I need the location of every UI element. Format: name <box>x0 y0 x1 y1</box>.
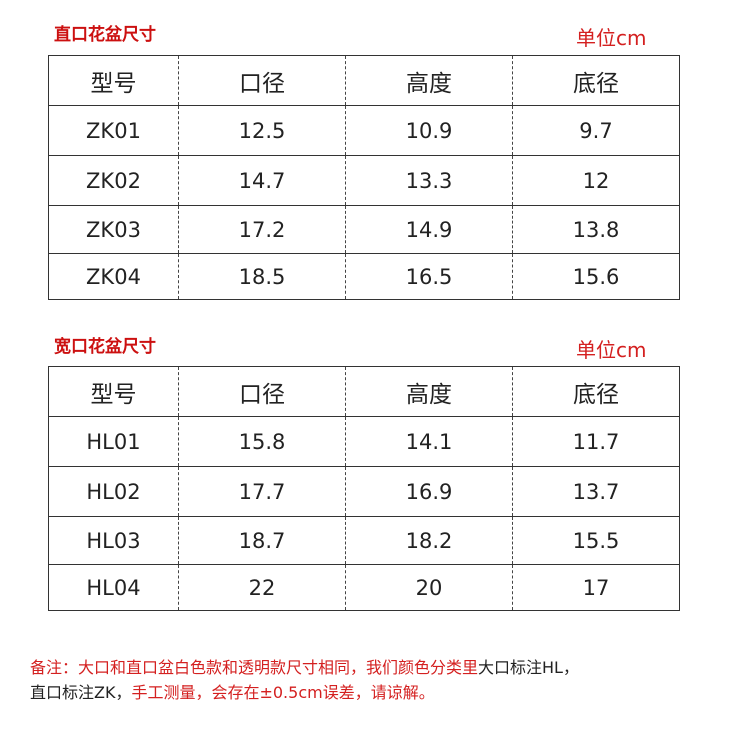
header-cell: 底径 <box>512 366 680 417</box>
header-cell: 型号 <box>48 55 179 106</box>
data-row: ZK02 14.7 13.3 12 <box>48 155 680 206</box>
header-cell: 底径 <box>512 55 680 106</box>
data-cell: 17.2 <box>178 205 346 254</box>
data-cell: 14.1 <box>345 416 513 467</box>
section-title: 直口花盆尺寸 <box>54 25 156 45</box>
data-cell: 17 <box>512 564 680 611</box>
data-cell: 18.7 <box>178 516 346 565</box>
data-row: ZK04 18.5 16.5 15.6 <box>48 253 680 300</box>
data-cell: 16.5 <box>345 253 513 300</box>
data-cell: 20 <box>345 564 513 611</box>
note-text: 备注：大口和直口盆白色款和透明款尺寸相同，我们颜色分类里 <box>30 658 479 677</box>
data-cell: 9.7 <box>512 105 680 156</box>
data-cell: ZK01 <box>48 105 179 156</box>
data-cell: 14.9 <box>345 205 513 254</box>
data-cell: HL01 <box>48 416 179 467</box>
data-cell: HL03 <box>48 516 179 565</box>
table-body: 型号 口径 高度 底径 ZK01 12.5 10.9 9.7 ZK02 14.7 13.3 12 ZK0… <box>48 55 680 300</box>
data-row: HL01 15.8 14.1 11.7 <box>48 416 680 467</box>
data-cell: 15.5 <box>512 516 680 565</box>
data-cell: 15.6 <box>512 253 680 300</box>
data-cell: 13.8 <box>512 205 680 254</box>
data-cell: 16.9 <box>345 466 513 517</box>
note-line: 备注：大口和直口盆白色款和透明款尺寸相同，我们颜色分类里大口标注HL， <box>30 654 579 678</box>
data-row: HL04 22 20 17 <box>48 564 680 611</box>
header-cell: 口径 <box>178 55 346 106</box>
table-body: 型号 口径 高度 底径 HL01 15.8 14.1 11.7 HL02 17.7 16.9 13.7… <box>48 366 680 611</box>
data-cell: 18.2 <box>345 516 513 565</box>
data-cell: HL02 <box>48 466 179 517</box>
data-cell: 15.8 <box>178 416 346 467</box>
data-cell: ZK03 <box>48 205 179 254</box>
data-cell: 12.5 <box>178 105 346 156</box>
data-row: ZK03 17.2 14.9 13.8 <box>48 205 680 254</box>
data-cell: 13.7 <box>512 466 680 517</box>
header-cell: 高度 <box>345 366 513 417</box>
data-cell: 10.9 <box>345 105 513 156</box>
data-row: ZK01 12.5 10.9 9.7 <box>48 105 680 156</box>
data-cell: 12 <box>512 155 680 206</box>
header-cell: 口径 <box>178 366 346 417</box>
data-cell: ZK02 <box>48 155 179 206</box>
data-cell: 17.7 <box>178 466 346 517</box>
unit-label: 单位cm <box>576 338 647 362</box>
data-row: HL03 18.7 18.2 15.5 <box>48 516 680 565</box>
note-text: 手工测量，会存在±0.5cm误差，请谅解。 <box>131 683 435 702</box>
size-table: 型号 口径 高度 底径 HL01 15.8 14.1 11.7 HL02 17.7 16.9 13.7… <box>48 366 680 611</box>
data-cell: 14.7 <box>178 155 346 206</box>
data-cell: ZK04 <box>48 253 179 300</box>
data-cell: 22 <box>178 564 346 611</box>
unit-label: 单位cm <box>576 26 647 50</box>
data-row: HL02 17.7 16.9 13.7 <box>48 466 680 517</box>
data-cell: 11.7 <box>512 416 680 467</box>
size-table: 型号 口径 高度 底径 ZK01 12.5 10.9 9.7 ZK02 14.7 13.3 12 ZK0… <box>48 55 680 300</box>
data-cell: 13.3 <box>345 155 513 206</box>
note-text: 大口标注HL， <box>478 658 579 677</box>
header-row: 型号 口径 高度 底径 <box>48 55 680 106</box>
data-cell: 18.5 <box>178 253 346 300</box>
header-cell: 高度 <box>345 55 513 106</box>
header-cell: 型号 <box>48 366 179 417</box>
note-line: 直口标注ZK，手工测量，会存在±0.5cm误差，请谅解。 <box>30 679 435 703</box>
data-cell: HL04 <box>48 564 179 611</box>
header-row: 型号 口径 高度 底径 <box>48 366 680 417</box>
section-title: 宽口花盆尺寸 <box>54 337 156 357</box>
note-text: 直口标注ZK， <box>30 683 132 702</box>
